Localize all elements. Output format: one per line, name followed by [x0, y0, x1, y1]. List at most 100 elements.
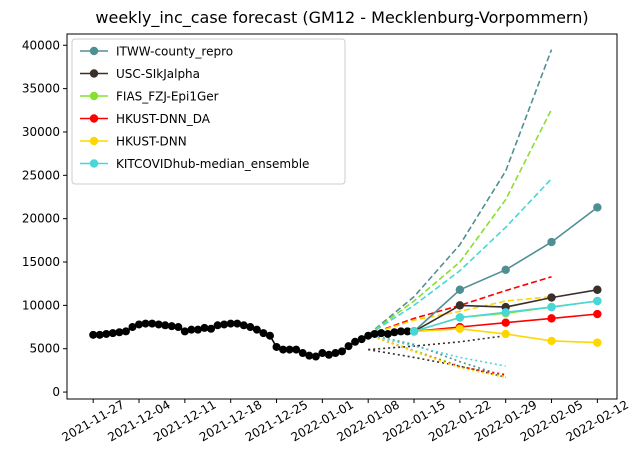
upper-quantile-line: [367, 49, 553, 336]
upper-quantile-line: [367, 295, 552, 336]
y-tick-label: 20000: [22, 212, 60, 226]
series-point: [547, 314, 556, 323]
observed-point: [364, 331, 373, 340]
y-tick-label: 10000: [22, 298, 60, 312]
series-point: [501, 329, 510, 339]
observed-point: [148, 319, 157, 328]
observed-point: [305, 351, 314, 360]
series-point: [547, 293, 556, 302]
observed-point: [207, 324, 216, 333]
legend-label: FIAS_FZJ-Epi1Ger: [116, 90, 219, 104]
observed-point: [89, 330, 98, 339]
y-tick-label: 35000: [22, 82, 60, 96]
series-point: [593, 203, 602, 212]
lower-quantile-line: [368, 348, 506, 379]
observed-point: [292, 345, 301, 354]
observed-point: [285, 345, 294, 354]
observed-point: [298, 349, 307, 358]
series-point: [547, 302, 556, 312]
plot-frame: [66, 33, 618, 400]
observed-point: [252, 325, 261, 334]
observed-point: [95, 330, 104, 339]
series-point: [547, 237, 556, 247]
observed-point: [272, 342, 281, 351]
observed-point: [193, 325, 202, 334]
legend-label: HKUST-DNN_DA: [116, 112, 211, 126]
observed-point: [161, 321, 170, 330]
observed-point: [213, 321, 222, 330]
series-point: [501, 265, 510, 275]
legend-marker: [89, 46, 99, 56]
y-tick-label: 30000: [22, 125, 60, 139]
chart-title: weekly_inc_case forecast (GM12 - Mecklen…: [95, 8, 588, 28]
legend-label: ITWW-county_repro: [116, 45, 233, 59]
legend-marker: [89, 136, 99, 146]
series-point: [593, 338, 602, 347]
observed-point: [141, 319, 150, 328]
y-tick-label: 5000: [29, 342, 60, 356]
observed-point: [246, 323, 255, 332]
observed-point: [154, 320, 163, 329]
observed-point: [128, 323, 137, 332]
legend-box: [71, 38, 346, 185]
observed-point: [279, 345, 288, 354]
observed-point: [220, 320, 229, 329]
legend-marker: [89, 114, 99, 123]
series-point: [593, 296, 602, 306]
observed-point: [259, 329, 268, 338]
legend: ITWW-county_repro USC-SIkJalpha FIAS_FZJ-E…: [71, 38, 346, 185]
observed-point: [344, 342, 353, 351]
observed-point: [311, 352, 320, 361]
series-point: [455, 285, 465, 294]
upper-quantile-line: [368, 334, 506, 351]
legend-label: KITCOVIDhub-median_ensemble: [116, 157, 309, 171]
observed-point: [324, 350, 333, 359]
lower-quantile-line: [368, 334, 506, 367]
observed-point: [233, 319, 242, 328]
observed-point: [338, 347, 346, 356]
observed-point: [390, 328, 399, 337]
observed-point: [396, 327, 405, 336]
y-tick-label: 40000: [22, 38, 60, 52]
observed-point: [187, 325, 196, 334]
series-point: [455, 313, 465, 322]
observed-point: [239, 321, 248, 330]
series-point: [593, 309, 602, 319]
observed-point: [180, 327, 189, 336]
series-point: [501, 308, 510, 317]
upper-quantile-line: [367, 109, 553, 336]
observed-point: [226, 319, 235, 328]
series-point: [409, 327, 419, 336]
observed-point: [331, 349, 340, 358]
observed-point: [102, 329, 111, 338]
series-point: [593, 285, 602, 294]
legend-marker: [89, 159, 99, 168]
legend-label: HKUST-DNN: [116, 135, 187, 149]
observed-point: [115, 328, 124, 337]
y-tick-label: 25000: [22, 168, 60, 182]
observed-point: [200, 323, 209, 332]
observed-point: [167, 322, 176, 331]
observed-point: [377, 329, 386, 338]
upper-quantile-line: [367, 178, 553, 336]
observed-point: [403, 327, 412, 336]
legend-marker: [89, 91, 99, 101]
y-tick-label: 15000: [22, 255, 60, 269]
observed-point: [351, 337, 360, 346]
lower-quantile-line: [367, 334, 506, 376]
y-tick-label: 0: [52, 385, 60, 399]
series-point: [455, 324, 465, 333]
legend-label: USC-SIkJalpha: [116, 67, 200, 81]
series-point: [455, 301, 465, 310]
lower-quantile-line: [368, 334, 506, 378]
legend-marker: [89, 69, 99, 78]
series-point: [547, 336, 556, 346]
observed-point: [357, 335, 366, 344]
observed-point: [135, 320, 144, 329]
observed-point: [318, 349, 327, 358]
series-point: [501, 318, 510, 327]
observed-point: [383, 329, 392, 338]
observed-point: [265, 331, 274, 340]
observed-point: [121, 327, 130, 336]
